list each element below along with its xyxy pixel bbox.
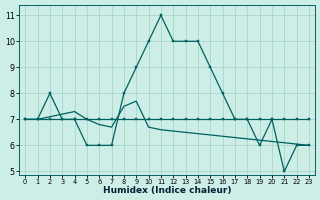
X-axis label: Humidex (Indice chaleur): Humidex (Indice chaleur) — [103, 186, 231, 195]
